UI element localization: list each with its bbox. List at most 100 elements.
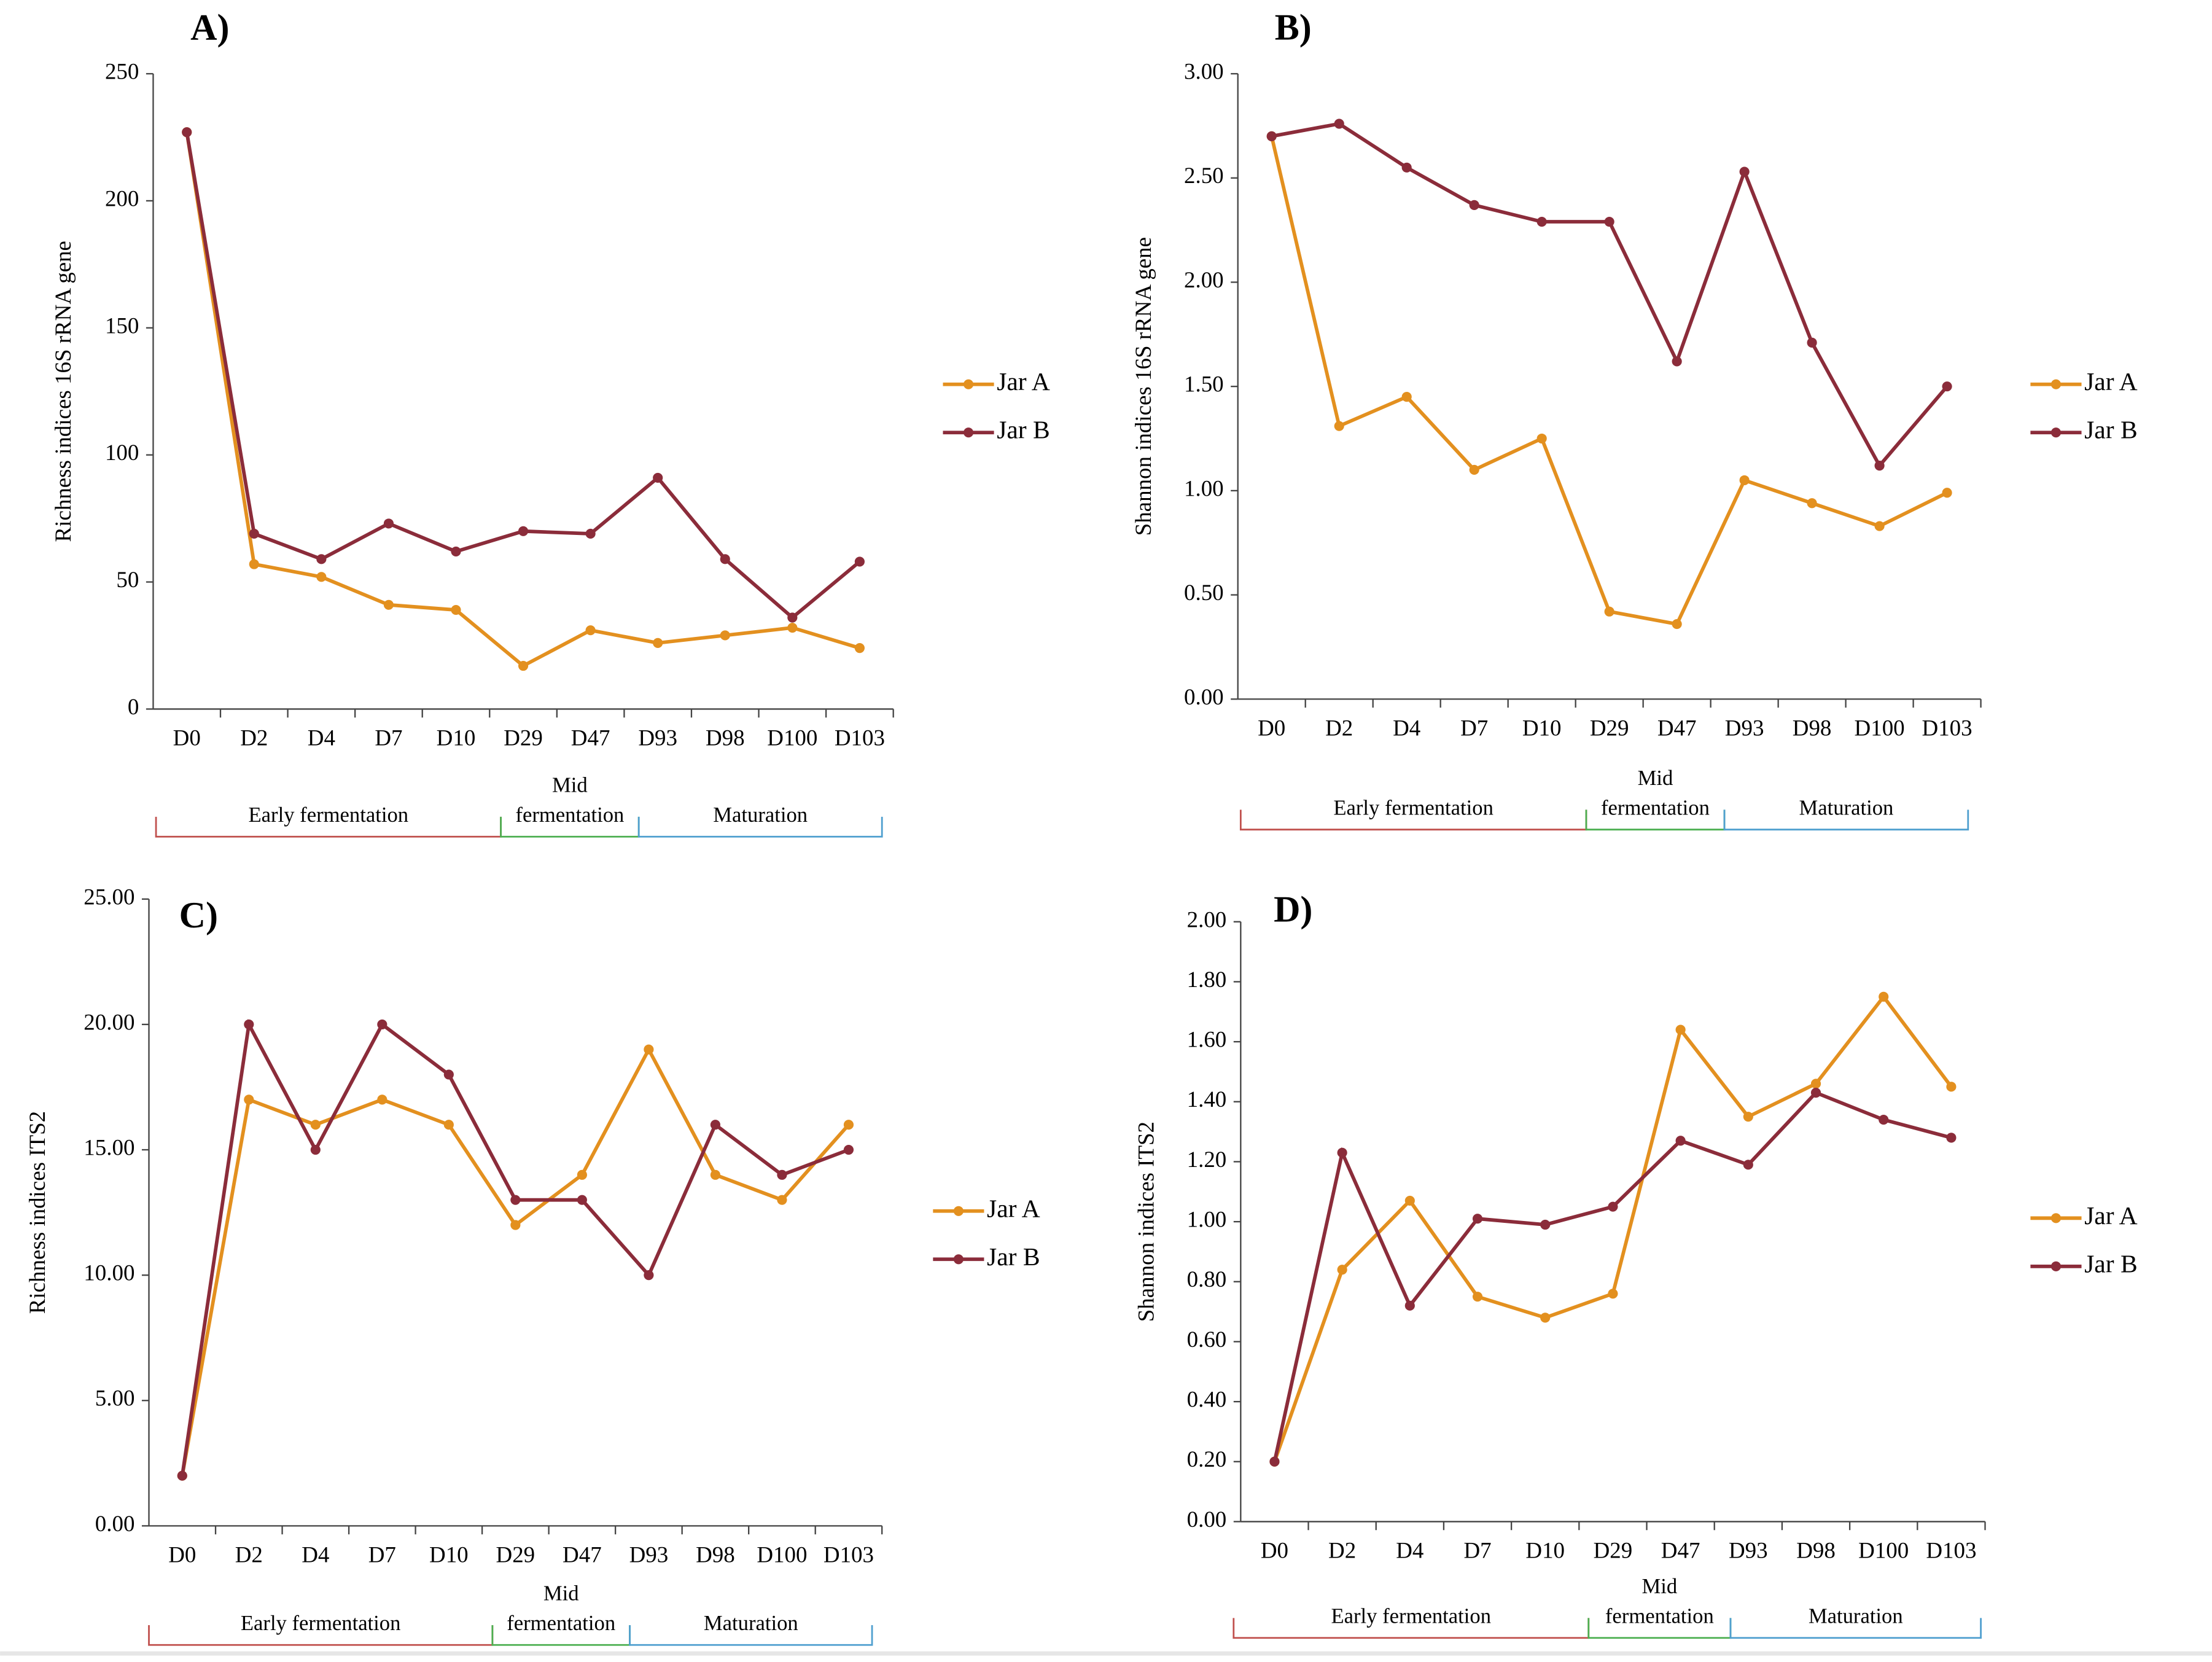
data-point — [1807, 337, 1817, 348]
y-tick-label: 0.00 — [95, 1511, 135, 1536]
y-axis-label: Shannon indices 16S rRNA gene — [1131, 237, 1156, 536]
x-tick-label: D7 — [1460, 716, 1488, 741]
phase-label: Maturation — [713, 803, 808, 827]
data-point — [510, 1195, 521, 1205]
x-tick-label: D4 — [302, 1542, 329, 1567]
data-point — [653, 638, 663, 648]
legend-label: Jar B — [987, 1243, 1040, 1271]
data-point — [585, 528, 596, 539]
x-tick-label: D7 — [375, 725, 402, 751]
y-tick-label: 5.00 — [95, 1386, 135, 1411]
data-point — [1604, 606, 1614, 617]
phase-label: Mid — [552, 773, 588, 797]
data-point — [383, 518, 394, 529]
x-tick-label: D4 — [1396, 1538, 1423, 1563]
data-point — [1739, 475, 1750, 485]
phase-label: fermentation — [515, 803, 624, 827]
legend-marker — [953, 1254, 964, 1265]
data-point — [710, 1169, 720, 1180]
data-point — [310, 1144, 321, 1155]
x-tick-label: D98 — [706, 725, 745, 751]
data-point — [1874, 521, 1885, 531]
x-tick-label: D7 — [1463, 1538, 1491, 1563]
x-tick-label: D103 — [835, 725, 885, 751]
y-tick-label: 1.00 — [1187, 1207, 1227, 1232]
y-tick-label: 150 — [105, 313, 139, 338]
x-tick-label: D2 — [240, 725, 268, 751]
data-point — [1604, 216, 1614, 227]
data-point — [854, 556, 865, 567]
x-tick-label: D98 — [1796, 1538, 1836, 1563]
y-axis-label: Richness indices ITS2 — [25, 1111, 50, 1314]
y-tick-label: 0.80 — [1187, 1266, 1227, 1292]
data-point — [1942, 488, 1952, 498]
y-tick-label: 0 — [128, 694, 139, 719]
data-point — [1472, 1214, 1483, 1224]
y-tick-label: 10.00 — [84, 1260, 134, 1286]
y-tick-label: 50 — [116, 567, 139, 592]
data-point — [720, 554, 730, 564]
phase-label: fermentation — [1601, 796, 1710, 819]
data-point — [518, 526, 529, 536]
chart-panel: B) Shannon indices 16S rRNA gene 0.00 0.50 1… — [1131, 7, 2138, 831]
data-point — [244, 1019, 254, 1030]
data-point — [1334, 421, 1344, 431]
x-tick-label: D98 — [696, 1542, 735, 1567]
data-point — [1269, 1456, 1280, 1467]
data-point — [843, 1144, 854, 1155]
y-tick-label: 1.60 — [1187, 1027, 1227, 1052]
data-point — [1942, 381, 1952, 392]
x-tick-label: D4 — [1393, 716, 1420, 741]
x-tick-label: D47 — [563, 1542, 602, 1567]
data-point — [377, 1094, 387, 1105]
x-tick-label: D0 — [1258, 716, 1285, 741]
x-tick-label: D103 — [1926, 1538, 1976, 1563]
data-point — [451, 546, 461, 556]
data-point — [1469, 200, 1479, 210]
y-tick-label: 100 — [105, 440, 139, 465]
data-point — [518, 661, 529, 671]
data-point — [1334, 119, 1344, 129]
phase-bracket — [1723, 810, 1969, 831]
x-tick-label: D4 — [308, 725, 335, 751]
y-axis-label: Richness indices 16S rRNA gene — [50, 241, 76, 542]
phase-label: Maturation — [1809, 1604, 1903, 1628]
y-tick-label: 0.50 — [1184, 580, 1224, 605]
x-tick-label: D2 — [1328, 1538, 1356, 1563]
data-point — [1401, 392, 1412, 402]
data-point — [443, 1069, 454, 1080]
x-tick-label: D0 — [1261, 1538, 1288, 1563]
x-tick-label: D103 — [1922, 716, 1972, 741]
x-tick-label: D29 — [1594, 1538, 1633, 1563]
legend-label: Jar B — [2084, 416, 2138, 444]
data-point — [1337, 1265, 1347, 1275]
y-tick-label: 0.60 — [1187, 1327, 1227, 1352]
legend-marker — [963, 427, 974, 438]
legend-marker — [963, 379, 974, 389]
data-point — [777, 1169, 787, 1180]
data-point — [644, 1270, 654, 1281]
y-tick-label: 200 — [105, 185, 139, 211]
data-point — [1743, 1160, 1753, 1170]
y-tick-label: 250 — [105, 59, 139, 84]
y-tick-label: 1.80 — [1187, 967, 1227, 992]
data-point — [1946, 1133, 1957, 1143]
x-tick-label: D100 — [767, 725, 817, 751]
data-point — [443, 1120, 454, 1130]
data-point — [585, 625, 596, 636]
phase-label: Mid — [543, 1582, 579, 1605]
x-tick-label: D100 — [1855, 716, 1905, 741]
x-tick-label: D100 — [1858, 1538, 1909, 1563]
x-tick-label: D29 — [496, 1542, 535, 1567]
data-point — [182, 127, 192, 138]
data-point — [377, 1019, 387, 1030]
data-point — [510, 1220, 521, 1230]
y-tick-label: 1.20 — [1187, 1147, 1227, 1172]
chart-panel: A) Richness indices 16S rRNA gene 0 50 100 15… — [50, 7, 1050, 838]
x-tick-label: D93 — [638, 725, 677, 751]
y-tick-label: 15.00 — [84, 1135, 134, 1160]
x-tick-label: D47 — [1657, 716, 1697, 741]
data-point — [383, 599, 394, 610]
data-point — [1946, 1082, 1957, 1092]
data-point — [1672, 356, 1682, 367]
